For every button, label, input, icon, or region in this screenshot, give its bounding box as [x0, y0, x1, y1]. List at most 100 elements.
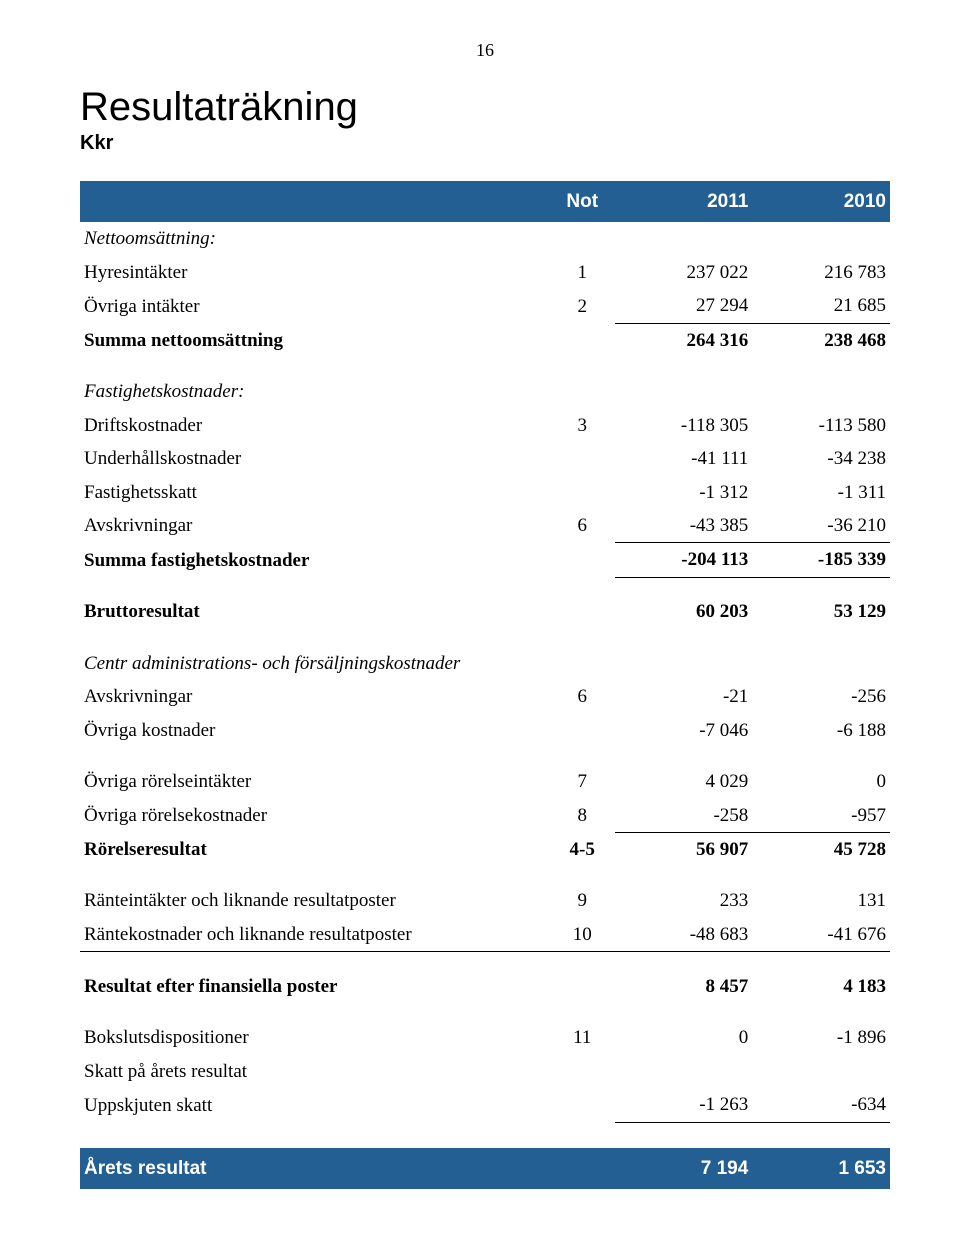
row-year2: -113 580 [752, 409, 890, 442]
row-year2: 45 728 [752, 832, 890, 866]
table-row: Summa fastighetskostnader-204 113-185 33… [80, 543, 890, 577]
spacer-cell [80, 952, 890, 970]
row-label: Hyresintäkter [80, 256, 550, 289]
row-not [550, 543, 615, 577]
row-year2: -41 676 [752, 918, 890, 952]
row-year2: -256 [752, 680, 890, 713]
row-year1: 264 316 [615, 323, 753, 357]
income-statement-table: Not20112010Nettoomsättning:Hyresintäkter… [80, 181, 890, 1189]
row-year1: -41 111 [615, 442, 753, 475]
row-year2 [752, 647, 890, 680]
row-year1: 4 029 [615, 765, 753, 798]
row-label: Bokslutsdispositioner [80, 1021, 550, 1054]
table-row [80, 866, 890, 884]
final-label: Årets resultat [80, 1148, 550, 1189]
row-not: 10 [550, 918, 615, 952]
row-year2 [752, 375, 890, 408]
table-row: Övriga rörelsekostnader8-258-957 [80, 799, 890, 833]
table-header-blank [80, 181, 550, 222]
row-not [550, 1055, 615, 1088]
row-not [550, 442, 615, 475]
row-year1: -21 [615, 680, 753, 713]
row-year1: -118 305 [615, 409, 753, 442]
row-label: Summa nettoomsättning [80, 323, 550, 357]
row-year1: -258 [615, 799, 753, 833]
row-not: 7 [550, 765, 615, 798]
row-label: Övriga rörelsekostnader [80, 799, 550, 833]
spacer-cell [80, 629, 890, 647]
table-row: Fastighetskostnader: [80, 375, 890, 408]
table-row [80, 747, 890, 765]
row-label: Summa fastighetskostnader [80, 543, 550, 577]
row-year1: -1 312 [615, 476, 753, 509]
row-year1: 56 907 [615, 832, 753, 866]
row-year1: -43 385 [615, 509, 753, 543]
row-not [550, 970, 615, 1003]
row-not [550, 647, 615, 680]
row-not: 8 [550, 799, 615, 833]
table-row: Centr administrations- och försäljningsk… [80, 647, 890, 680]
table-row: Räntekostnader och liknande resultatpost… [80, 918, 890, 952]
table-row [80, 1122, 890, 1148]
final-year1: 7 194 [615, 1148, 753, 1189]
row-year1: 233 [615, 884, 753, 917]
row-year2: 53 129 [752, 595, 890, 628]
row-not: 11 [550, 1021, 615, 1054]
final-year2: 1 653 [752, 1148, 890, 1189]
spacer-cell [80, 357, 890, 375]
row-year1: -1 263 [615, 1088, 753, 1122]
table-row [80, 577, 890, 595]
table-row: Avskrivningar6-21-256 [80, 680, 890, 713]
table-row: Nettoomsättning: [80, 222, 890, 255]
row-label: Fastighetskostnader: [80, 375, 550, 408]
row-label: Avskrivningar [80, 509, 550, 543]
row-label: Ränteintäkter och liknande resultatposte… [80, 884, 550, 917]
row-not [550, 595, 615, 628]
row-year1: 8 457 [615, 970, 753, 1003]
row-year2 [752, 1055, 890, 1088]
row-year2: -34 238 [752, 442, 890, 475]
row-year2: 216 783 [752, 256, 890, 289]
row-year1: 27 294 [615, 289, 753, 323]
row-year1 [615, 647, 753, 680]
table-row: Uppskjuten skatt-1 263-634 [80, 1088, 890, 1122]
row-label: Rörelseresultat [80, 832, 550, 866]
table-row: Rörelseresultat4-556 90745 728 [80, 832, 890, 866]
row-label: Uppskjuten skatt [80, 1088, 550, 1122]
table-row: Ränteintäkter och liknande resultatposte… [80, 884, 890, 917]
table-row: Övriga kostnader-7 046-6 188 [80, 714, 890, 747]
spacer-cell [80, 577, 890, 595]
row-year2: 238 468 [752, 323, 890, 357]
row-label: Nettoomsättning: [80, 222, 550, 255]
row-not [550, 1088, 615, 1122]
row-not [550, 375, 615, 408]
row-not: 2 [550, 289, 615, 323]
row-not: 6 [550, 680, 615, 713]
row-year2: -185 339 [752, 543, 890, 577]
table-row: Bruttoresultat60 20353 129 [80, 595, 890, 628]
table-row: Övriga intäkter227 29421 685 [80, 289, 890, 323]
row-year2: -957 [752, 799, 890, 833]
row-year1: 237 022 [615, 256, 753, 289]
page-subtitle: Kkr [80, 132, 890, 155]
row-year1 [615, 375, 753, 408]
row-label: Resultat efter finansiella poster [80, 970, 550, 1003]
row-label: Skatt på årets resultat [80, 1055, 550, 1088]
row-label: Bruttoresultat [80, 595, 550, 628]
spacer-cell [80, 1122, 890, 1148]
row-year1 [615, 1055, 753, 1088]
row-year2: 21 685 [752, 289, 890, 323]
row-label: Övriga kostnader [80, 714, 550, 747]
table-row: Summa nettoomsättning 264 316238 468 [80, 323, 890, 357]
table-row: Driftskostnader3-118 305-113 580 [80, 409, 890, 442]
row-label: Övriga rörelseintäkter [80, 765, 550, 798]
row-not: 3 [550, 409, 615, 442]
row-not: 1 [550, 256, 615, 289]
table-header-row: Not20112010 [80, 181, 890, 222]
row-year2: 131 [752, 884, 890, 917]
table-row: Underhållskostnader -41 111-34 238 [80, 442, 890, 475]
table-header-not: Not [550, 181, 615, 222]
row-year1: 0 [615, 1021, 753, 1054]
row-label: Underhållskostnader [80, 442, 550, 475]
table-row: Bokslutsdispositioner110-1 896 [80, 1021, 890, 1054]
